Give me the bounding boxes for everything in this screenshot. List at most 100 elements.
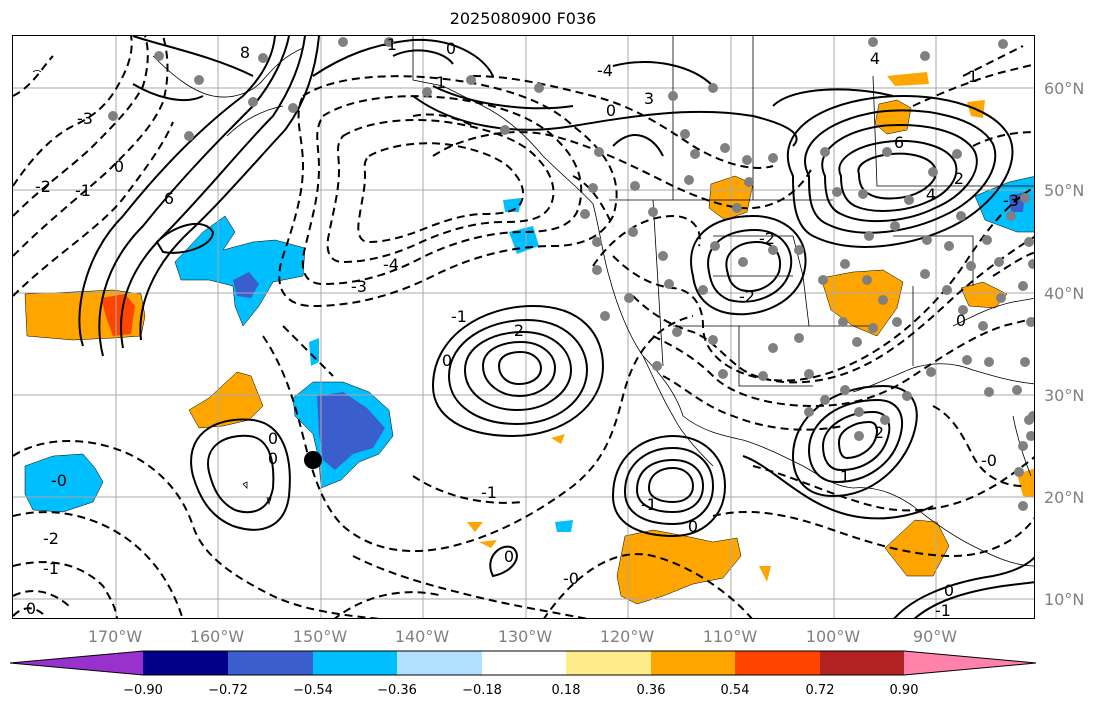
contour-label: -2 [739, 287, 755, 306]
colorbar-segment [566, 651, 651, 675]
station-markers [108, 37, 1034, 511]
contour-label: 0 [956, 311, 966, 330]
colorbar-segment [10, 651, 143, 675]
colorbar-segment [904, 651, 1036, 675]
contour-label: 8 [240, 43, 250, 62]
contour-label: 0 [606, 101, 616, 120]
map-canvas: -3 -2 -1 0 6 8 -1 0 1 -4 -3 -1 2 0 -4 3 … [13, 36, 1034, 619]
colorbar-segment [820, 651, 904, 675]
contour-label: 0 [688, 517, 698, 536]
lon-label: 100°W [805, 627, 861, 646]
contour-label: 4 [870, 49, 880, 68]
colorbar-segment [143, 651, 228, 675]
contour-label-group: -3 -2 -1 0 6 8 -1 0 1 -4 -3 -1 2 0 -4 3 … [26, 36, 1019, 619]
fill-orange-central-am [884, 519, 950, 577]
lat-label: 60°N [1044, 79, 1085, 98]
colorbar-segment [482, 651, 566, 675]
anomaly-fills [24, 72, 1034, 605]
fill-orange-small1 [467, 522, 483, 532]
contour-label: -1 [381, 36, 397, 54]
contour-label: 0 [446, 39, 456, 58]
contour-label: 2 [874, 423, 884, 442]
lon-label: 150°W [292, 627, 348, 646]
fill-orange-small3 [551, 434, 565, 444]
contour-label: 1 [436, 73, 446, 92]
contour-label: 2 [514, 321, 524, 340]
colorbar-tick-label: −0.54 [293, 683, 333, 698]
contour-label: 0 [114, 157, 124, 176]
lat-label: 20°N [1044, 488, 1085, 507]
colorbar-tick-label: 0.54 [720, 683, 750, 698]
fill-cyan-small [309, 338, 319, 366]
lat-label: 30°N [1044, 386, 1085, 405]
contour-label: -1 [43, 559, 59, 578]
colorbar-segment [397, 651, 482, 675]
contour-label: -1 [481, 483, 497, 502]
contour-label: 1 [840, 467, 850, 486]
fill-orange-north2 [887, 72, 929, 86]
contour-label: -4 [597, 61, 613, 80]
fill-blue-center [317, 392, 385, 470]
contour-label: 2 [954, 169, 964, 188]
target-point-marker [304, 451, 322, 469]
contour-label: -0 [563, 569, 579, 588]
lat-label: 50°N [1044, 181, 1085, 200]
contour-label: 0 [442, 351, 452, 370]
contour-label: -1 [451, 307, 467, 326]
contour-label: -2 [759, 229, 775, 248]
colorbar [10, 650, 1037, 676]
fill-orange-south [616, 529, 742, 605]
fill-orange-north [874, 99, 912, 135]
colorbar-tick-label: −0.72 [208, 683, 248, 698]
fill-cyan-coast2 [503, 198, 521, 212]
lon-label: 110°W [702, 627, 758, 646]
contour-label: -3 [1003, 191, 1019, 210]
contour-label: -1 [641, 495, 657, 514]
map-panel: -3 -2 -1 0 6 8 -1 0 1 -4 -3 -1 2 0 -4 3 … [12, 35, 1035, 619]
fill-orange-small4 [759, 566, 771, 582]
contour-label: 0 [504, 547, 514, 566]
colorbar-segment [651, 651, 735, 675]
colorbar-tick-label: −0.18 [462, 683, 502, 698]
fill-cyan-small2 [555, 520, 573, 532]
contour-label: 6 [164, 189, 174, 208]
fill-red-west [101, 294, 135, 336]
colorbar-segment [313, 651, 397, 675]
map-title: 2025080900 F036 [449, 9, 597, 28]
contour-label: -3 [351, 277, 367, 296]
lon-label: 140°W [394, 627, 450, 646]
colorbar-outline [10, 650, 1037, 676]
contour-label: -0 [981, 451, 997, 470]
fill-orange-gulf [820, 269, 904, 337]
contour-label: -1 [935, 601, 951, 619]
contour-label: -1 [75, 181, 91, 200]
contour-label: 0 [268, 449, 278, 468]
colorbar-tick-label: 0.90 [889, 683, 919, 698]
lon-label: 160°W [189, 627, 245, 646]
lon-label: 90°W [912, 627, 958, 646]
colorbar-tick-label: 0.36 [636, 683, 666, 698]
contour-label: -0 [51, 471, 67, 490]
colorbar-tick-label: −0.90 [123, 683, 163, 698]
contour-label: 3 [644, 89, 654, 108]
contour-label: -2 [35, 177, 51, 196]
fill-blue-nw [233, 272, 259, 298]
contour-label: -2 [43, 529, 59, 548]
lon-label: 170°W [87, 627, 143, 646]
dashed-contours [13, 36, 1034, 618]
contour-label: -4 [383, 255, 399, 274]
colorbar-tick-label: 0.18 [551, 683, 581, 698]
lon-label: 120°W [599, 627, 655, 646]
contour-label: 0 [944, 581, 954, 600]
fill-orange-small2 [479, 540, 497, 548]
colorbar-tick-label: −0.36 [377, 683, 417, 698]
contour-label: 6 [894, 133, 904, 152]
lat-label: 10°N [1044, 590, 1085, 609]
contour-label: -3 [77, 109, 93, 128]
contour-label: 1 [968, 67, 978, 86]
contour-label: 0 [268, 429, 278, 448]
solid-contours [78, 36, 1034, 618]
lat-label: 40°N [1044, 284, 1085, 303]
contour-label: 0 [26, 599, 36, 618]
colorbar-tick-label: 0.72 [805, 683, 835, 698]
